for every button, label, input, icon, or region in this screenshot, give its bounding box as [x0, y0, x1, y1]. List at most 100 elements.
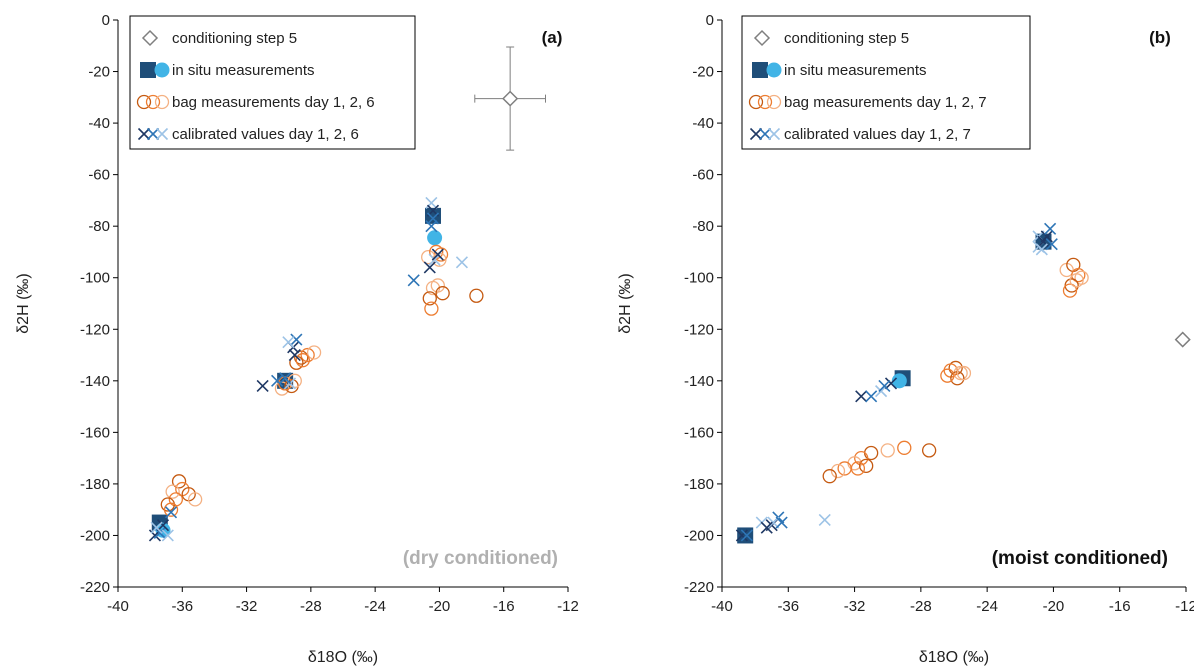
cal-point — [407, 274, 420, 287]
cal-point — [150, 521, 163, 534]
bag-point — [295, 353, 310, 368]
bag-point — [163, 502, 179, 517]
cal-point — [271, 374, 284, 387]
y-tick-label: -140 — [684, 373, 714, 390]
insitu-dark-point — [737, 527, 754, 544]
x-tick-label: -40 — [107, 598, 129, 615]
legend-bag-label: bag measurements day 1, 2, 7 — [784, 94, 987, 111]
y-tick-label: 0 — [102, 12, 110, 29]
cal-point — [156, 519, 170, 532]
legend-bag-icon — [136, 94, 152, 110]
cal-point — [1035, 243, 1048, 256]
condition-annotation: (dry conditioned) — [403, 548, 558, 569]
y-tick-label: -20 — [692, 64, 714, 81]
legend-insitu-dark-icon — [752, 62, 768, 78]
panel-a-chart: 0 -20 -40 -60 -80 -100 -120 -140 -160 -180 -200 -22… — [15, 12, 579, 666]
y-tick-label: -80 — [88, 218, 110, 235]
cal-point — [875, 385, 888, 398]
y-tick-label: -100 — [684, 270, 714, 287]
y-tick-label: -120 — [684, 321, 714, 338]
panel-b-chart: 0 -20 -40 -60 -80 -100 -120 -140 -160 -180 -200 -22… — [617, 12, 1194, 666]
legend-step5-icon — [141, 29, 159, 47]
y-tick-label: 0 — [706, 12, 714, 29]
x-tick-label: -28 — [910, 598, 932, 615]
y-axis-label: δ2H (‰) — [617, 273, 634, 333]
legend-step5-label: conditioning step 5 — [172, 30, 297, 47]
insitu-light-point — [427, 230, 443, 246]
cal-point — [1044, 222, 1057, 235]
cal-point — [164, 506, 178, 519]
bag-point — [430, 278, 445, 293]
y-tick-label: -20 — [88, 64, 110, 81]
cal-point — [161, 529, 174, 542]
y-tick-label: -100 — [80, 270, 110, 287]
cal-point — [426, 212, 440, 225]
y-tick-label: -180 — [684, 476, 714, 493]
legend-insitu-light-icon — [766, 62, 782, 78]
cal-point — [735, 529, 748, 542]
legend-cal-label: calibrated values day 1, 2, 7 — [784, 126, 971, 143]
y-tick-label: -200 — [684, 527, 714, 544]
cal-point — [425, 220, 438, 233]
legend-insitu-label: in situ measurements — [172, 62, 315, 79]
y-tick-label: -160 — [80, 424, 110, 441]
legend-box — [741, 15, 1031, 150]
panel-label: (a) — [542, 28, 563, 47]
x-tick-label: -40 — [711, 598, 733, 615]
cal-point — [425, 196, 438, 210]
legend-cal-icon — [758, 127, 772, 141]
x-tick-label: -20 — [1043, 598, 1065, 615]
legend: conditioning step 5 in situ measurements b… — [741, 15, 1031, 150]
insitu-dark-point — [425, 207, 441, 224]
y-tick-label: -40 — [88, 115, 110, 132]
x-tick-label: -28 — [300, 598, 322, 615]
bag-point — [187, 492, 203, 507]
y-tick-label: -80 — [692, 218, 714, 235]
x-tick-label: -24 — [364, 598, 386, 615]
legend-step5-label: conditioning step 5 — [784, 30, 909, 47]
bag-point — [300, 347, 315, 363]
legend-cal-label: calibrated values day 1, 2, 6 — [172, 126, 359, 143]
panel-label: (b) — [1149, 28, 1171, 47]
cal-point — [1040, 230, 1053, 243]
legend-cal-icon — [146, 127, 160, 141]
y-tick-label: -200 — [80, 527, 110, 544]
step5-point — [502, 90, 519, 107]
y-tick-label: -160 — [684, 424, 714, 441]
legend-bag-icon — [766, 94, 782, 110]
x-tick-label: -20 — [429, 598, 451, 615]
cal-point — [884, 377, 898, 390]
cal-point — [423, 261, 436, 274]
legend: conditioning step 5 in situ measurements b… — [129, 15, 416, 150]
cal-point — [431, 248, 444, 261]
bag-point — [294, 350, 309, 365]
x-tick-label: -32 — [844, 598, 866, 615]
cal-point — [256, 379, 269, 393]
y-tick-label: -220 — [80, 579, 110, 596]
legend-cal-icon — [137, 127, 151, 141]
bag-point — [897, 440, 912, 455]
cal-point — [290, 333, 303, 346]
bag-point — [171, 474, 187, 489]
y-axis-label: δ2H (‰) — [15, 273, 32, 333]
insitu-light-point — [891, 373, 907, 389]
legend-bag-icon — [154, 94, 170, 110]
bag-point — [469, 288, 484, 303]
x-tick-label: -24 — [976, 598, 998, 615]
bag-point — [1069, 273, 1084, 288]
bag-point — [435, 286, 450, 301]
bag-point — [422, 291, 437, 306]
cal-point — [855, 390, 868, 403]
legend-box — [129, 15, 416, 150]
cal-point — [818, 513, 831, 527]
cal-point — [878, 379, 891, 393]
legend-bag-icon — [748, 94, 764, 110]
cal-point — [1045, 238, 1058, 251]
x-axis-label: δ18O (‰) — [919, 649, 989, 666]
legend-cal-icon — [767, 127, 781, 141]
x-tick-label: -12 — [1175, 598, 1194, 615]
legend-insitu-label: in situ measurements — [784, 62, 927, 79]
legend-bag-label: bag measurements day 1, 2, 6 — [172, 94, 375, 111]
cal-point — [740, 529, 753, 542]
